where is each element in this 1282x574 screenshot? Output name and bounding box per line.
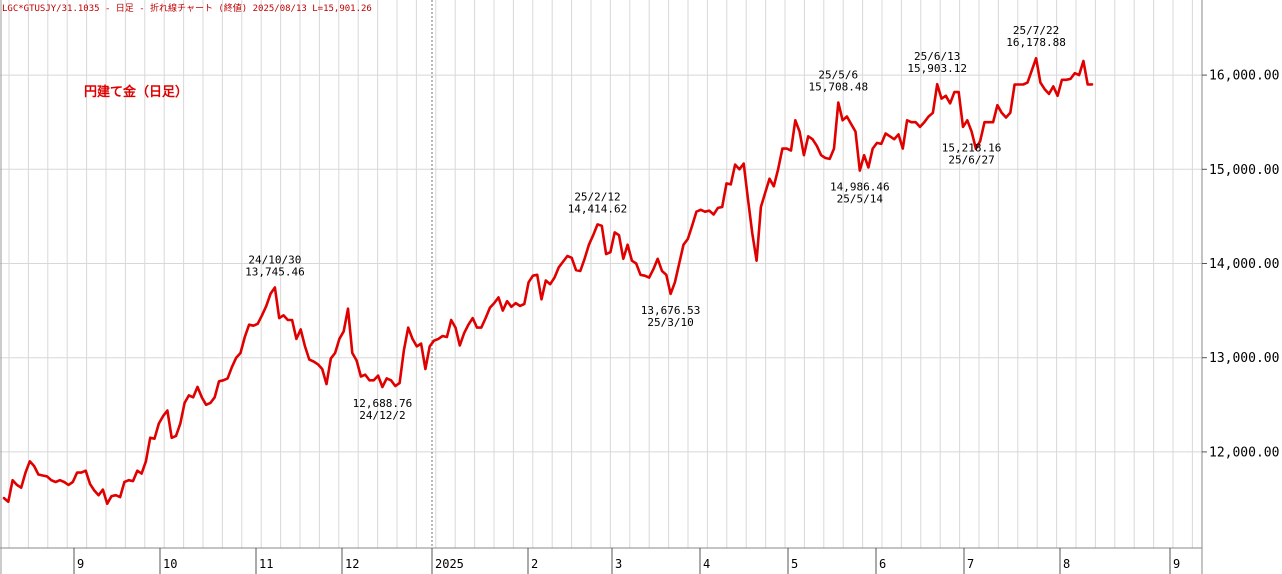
x-tick-label-2: 11: [259, 557, 273, 571]
annotation-5-line2: 25/5/14: [837, 193, 884, 206]
annotation-1-line2: 24/12/2: [359, 409, 405, 422]
x-tick-label-5: 2: [531, 557, 538, 571]
series-label: 円建て金（日足）: [84, 84, 188, 100]
annotation-6-line2: 15,903.12: [907, 62, 967, 75]
x-tick-label-7: 4: [703, 557, 710, 571]
x-tick-label-0: 9: [77, 557, 84, 571]
y-tick-label-0: 12,000.00: [1209, 445, 1279, 460]
x-tick-label-6: 3: [615, 557, 622, 571]
annotation-3-line2: 25/3/10: [647, 316, 693, 329]
annotation-2-line1: 25/2/12: [574, 190, 620, 203]
annotation-8-line2: 16,178.88: [1006, 36, 1066, 49]
annotation-0-line2: 13,745.46: [245, 266, 305, 279]
axes: [0, 0, 1203, 574]
annotation-7-line2: 25/6/27: [948, 154, 994, 167]
annotation-4-line1: 25/5/6: [818, 69, 858, 82]
annotation-3-line1: 13,676.53: [641, 304, 701, 317]
annotation-8-line1: 25/7/22: [1013, 24, 1059, 37]
chart-header: LGC*GTUSJY/31.1035 - 日足 - 折れ線チャート (終値) 2…: [2, 2, 372, 14]
annotation-2-line2: 14,414.62: [568, 202, 628, 215]
annotation-7-line1: 15,218.16: [942, 142, 1002, 155]
annotation-5-line1: 14,986.46: [830, 181, 890, 194]
annotation-0-line1: 24/10/30: [248, 254, 301, 267]
x-tick-label-10: 7: [967, 557, 974, 571]
x-axis-ticks: 9 10 11 12 2025 2 3 4 5 6 7 8 9: [73, 548, 1180, 574]
series: [2, 56, 1094, 506]
x-tick-label-12: 9: [1173, 557, 1180, 571]
annotation-4-line2: 15,708.48: [808, 81, 868, 94]
annotation-6-line1: 25/6/13: [914, 50, 960, 63]
y-tick-label-4: 16,000.00: [1209, 69, 1279, 84]
y-axis-ticks: 12,000.00 13,000.00 14,000.00 15,000.00 16,0…: [1202, 69, 1279, 460]
series-line: [2, 56, 1094, 506]
y-tick-label-1: 13,000.00: [1209, 351, 1279, 366]
x-tick-label-4: 2025: [435, 557, 464, 571]
x-tick-label-8: 5: [791, 557, 798, 571]
y-tick-label-3: 15,000.00: [1209, 163, 1279, 178]
annotation-1-line1: 12,688.76: [353, 397, 413, 410]
x-tick-label-3: 12: [345, 557, 359, 571]
y-tick-label-2: 14,000.00: [1209, 257, 1279, 272]
grid: [0, 0, 1202, 562]
x-tick-label-1: 10: [163, 557, 177, 571]
x-tick-label-11: 8: [1063, 557, 1070, 571]
x-tick-label-9: 6: [879, 557, 886, 571]
